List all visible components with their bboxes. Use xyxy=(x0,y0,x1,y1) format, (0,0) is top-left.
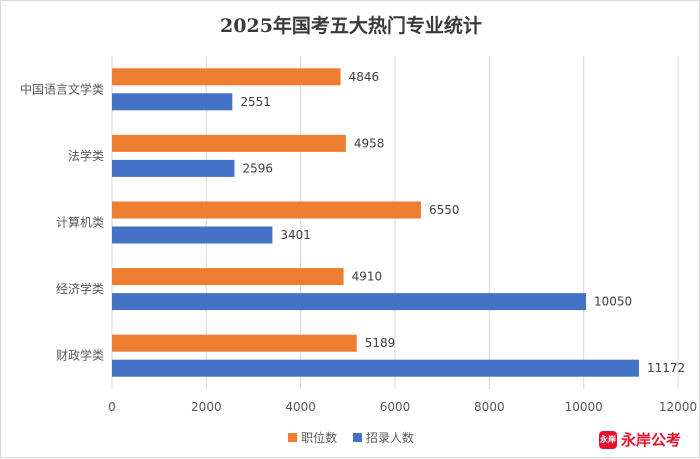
data-label: 2551 xyxy=(240,95,271,109)
data-label: 4846 xyxy=(349,70,380,84)
y-category-label: 计算机类 xyxy=(56,215,104,230)
bar-hires xyxy=(112,226,273,244)
bar-hires xyxy=(112,359,639,377)
legend-label-hires: 招录人数 xyxy=(365,431,414,445)
watermark: 永岸 永岸公考 xyxy=(598,429,681,450)
bar-positions xyxy=(112,334,357,352)
y-category-label: 中国语言文学类 xyxy=(20,81,104,96)
watermark-text: 永岸公考 xyxy=(620,431,681,449)
x-tick-label: 8000 xyxy=(474,400,505,414)
x-tick-label: 4000 xyxy=(285,400,316,414)
bar-hires xyxy=(112,159,235,177)
y-category-label: 法学类 xyxy=(68,148,104,163)
x-tick-label: 6000 xyxy=(380,400,411,414)
data-label: 2596 xyxy=(242,161,273,175)
legend-swatch-positions xyxy=(288,433,298,442)
y-category-label: 财政学类 xyxy=(56,348,104,363)
x-tick-label: 10000 xyxy=(565,400,603,414)
data-label: 4958 xyxy=(354,136,385,150)
x-tick-label: 2000 xyxy=(191,400,222,414)
bar-hires xyxy=(112,93,233,111)
chart-title: 2025年国考五大热门专业统计 xyxy=(220,15,482,37)
bar-positions xyxy=(112,134,346,152)
x-tick-label: 0 xyxy=(108,400,116,414)
bar-hires xyxy=(112,293,587,311)
bar-positions xyxy=(112,268,344,286)
data-label: 10050 xyxy=(594,295,632,309)
legend-item-hires: 招录人数 xyxy=(352,429,414,446)
legend-label-positions: 职位数 xyxy=(301,431,338,445)
bar-positions xyxy=(112,68,341,86)
legend: 职位数 招录人数 xyxy=(1,429,700,446)
y-category-label: 经济学类 xyxy=(56,281,104,296)
x-tick-label: 12000 xyxy=(659,400,697,414)
watermark-logo-icon: 永岸 xyxy=(598,430,617,449)
data-label: 5189 xyxy=(365,336,396,350)
data-label: 4910 xyxy=(352,270,383,284)
legend-swatch-hires xyxy=(352,433,362,442)
data-label: 6550 xyxy=(429,203,460,217)
data-label: 3401 xyxy=(280,228,311,242)
data-label: 11172 xyxy=(647,361,685,375)
bar-positions xyxy=(112,201,421,219)
legend-item-positions: 职位数 xyxy=(288,429,337,446)
